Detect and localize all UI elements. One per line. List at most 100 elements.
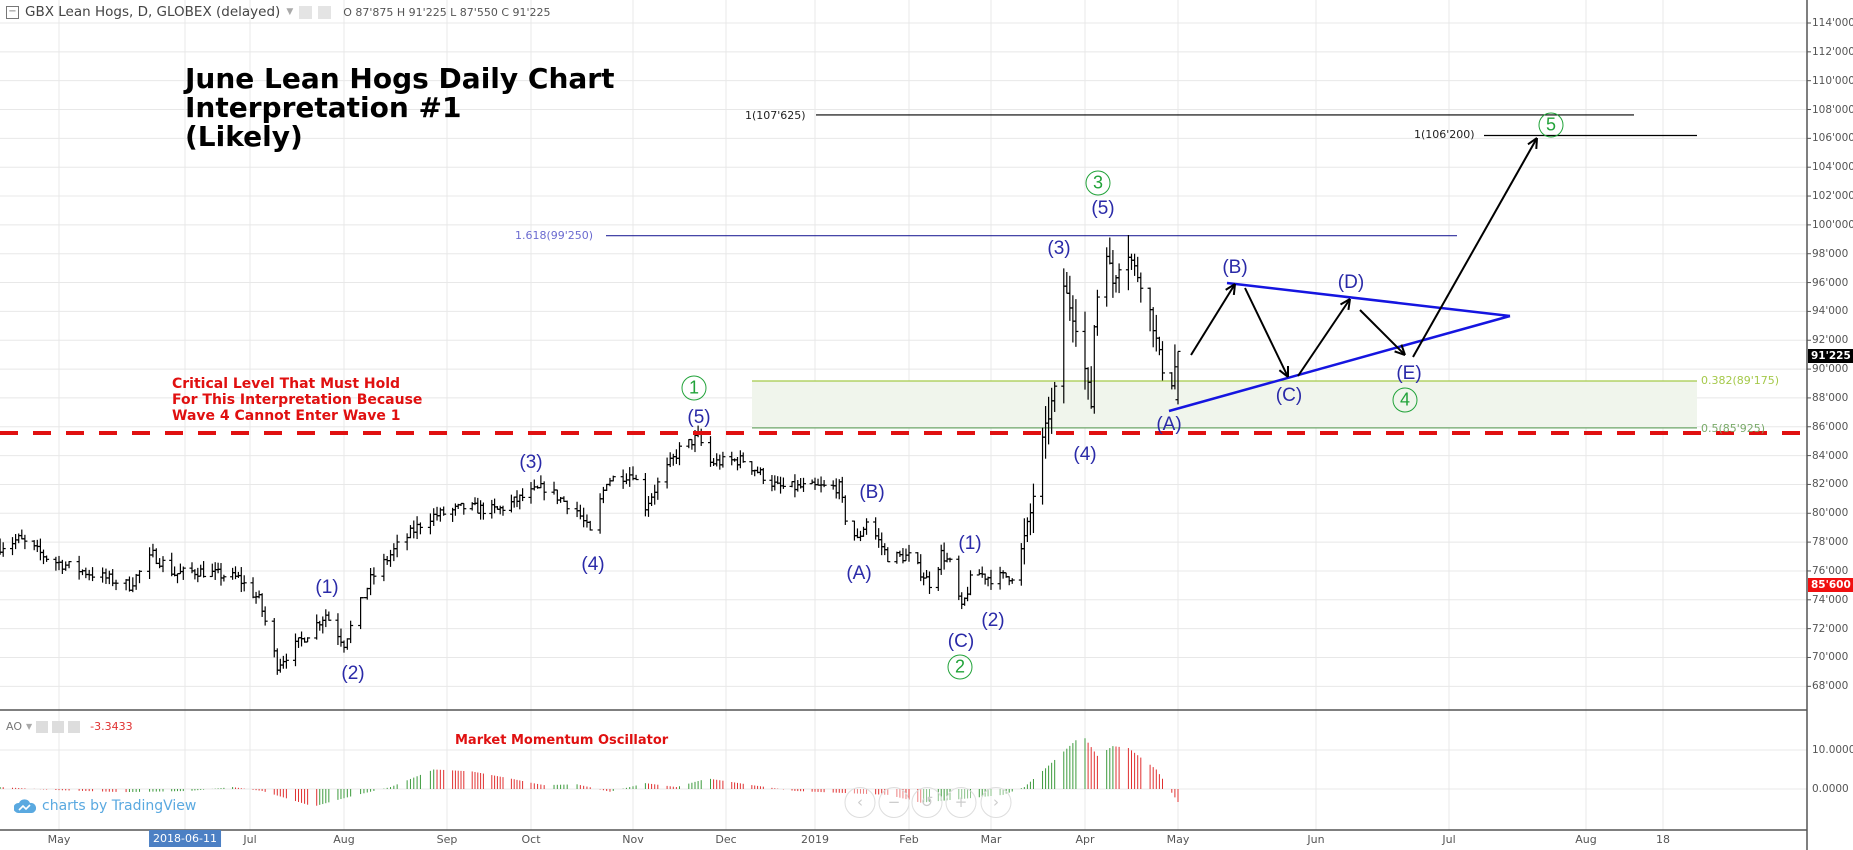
eye-icon[interactable] (36, 720, 49, 733)
wave-label[interactable]: (3) (519, 452, 543, 473)
price-bar (528, 482, 534, 504)
price-bar (177, 563, 183, 575)
price-axis-label: 114'000 (1812, 17, 1853, 29)
price-bar (63, 561, 69, 571)
price-bar (1107, 237, 1113, 265)
price-bar (795, 480, 801, 492)
price-bar (1175, 350, 1181, 405)
major-wave-label[interactable]: 4 (1392, 387, 1418, 413)
time-axis-label: May (1166, 833, 1190, 846)
gear-icon[interactable] (52, 720, 65, 733)
wave-label[interactable]: (C) (1275, 385, 1303, 406)
scroll-left-button[interactable]: ‹ (844, 787, 876, 818)
major-wave-label[interactable]: 5 (1538, 112, 1564, 138)
wave-label[interactable]: (B) (859, 482, 885, 503)
major-wave-label[interactable]: 2 (947, 654, 973, 680)
tradingview-watermark[interactable]: charts by TradingView (14, 798, 196, 814)
wave-label[interactable]: (D) (1337, 272, 1365, 293)
price-bar (520, 488, 526, 502)
time-axis-label: Jul (1442, 833, 1456, 846)
zoom-in-button[interactable]: + (945, 787, 977, 818)
critical-line-2: For This Interpretation Because (172, 392, 423, 408)
price-axis-label: 68'000 (1812, 680, 1849, 693)
price-bar (717, 454, 723, 470)
price-bar (778, 476, 784, 494)
price-axis-label: 108'000 (1812, 103, 1853, 116)
arrow-shaft (1359, 309, 1406, 356)
arrow-shaft (1412, 137, 1538, 358)
symbol-title[interactable]: GBX Lean Hogs, D, GLOBEX (delayed) (25, 4, 281, 20)
price-bar (956, 555, 962, 601)
time-axis-label: Mar (980, 833, 1002, 846)
major-wave-label[interactable]: 3 (1085, 170, 1111, 196)
gear-icon[interactable] (318, 5, 332, 19)
arrow-to-wave-b (1190, 283, 1236, 356)
price-bar (1027, 503, 1033, 536)
wave-label[interactable]: (4) (1073, 444, 1097, 465)
wave-label[interactable]: (2) (341, 663, 365, 684)
price-bar (854, 528, 860, 539)
chevron-down-icon[interactable]: ▼ (26, 722, 33, 731)
price-bar (749, 461, 755, 475)
critical-level-note: Critical Level That Must Hold For This I… (172, 376, 422, 424)
reset-button[interactable]: ↺ (911, 787, 943, 818)
time-axis-label: Sep (436, 833, 458, 846)
minus-icon: − (887, 793, 901, 811)
wave-label[interactable]: (A) (1156, 414, 1182, 435)
close-icon[interactable] (68, 720, 81, 733)
eye-icon[interactable] (299, 5, 313, 19)
ao-name[interactable]: AO (6, 720, 22, 733)
price-bar (126, 576, 132, 592)
price-bar (979, 566, 985, 578)
major-wave-label[interactable]: 1 (681, 375, 707, 401)
price-bar (538, 475, 544, 489)
wave-label[interactable]: (5) (1091, 198, 1115, 219)
price-bar (209, 563, 215, 578)
alert-price-tag: 85'600 (1808, 578, 1853, 592)
wave-label[interactable]: (C) (947, 631, 975, 652)
price-bar (53, 556, 59, 571)
fib-0382-label: 0.382(89'175) (1701, 374, 1780, 387)
price-bar (218, 563, 224, 586)
wave-label[interactable]: (3) (1047, 238, 1071, 259)
price-bar (348, 620, 354, 644)
fib-retracement-zone (752, 380, 1697, 428)
scroll-right-button[interactable]: › (980, 787, 1012, 818)
price-bar (842, 495, 848, 525)
arrow-shaft (1297, 298, 1351, 377)
grid (0, 0, 1807, 830)
collapse-icon[interactable]: − (6, 5, 19, 19)
arrow-head-icon (1347, 298, 1351, 311)
wave-label[interactable]: (2) (981, 610, 1005, 631)
price-bar (253, 591, 259, 604)
chevron-left-icon: ‹ (857, 793, 863, 811)
price-bar (277, 658, 283, 673)
price-bar (864, 518, 870, 535)
ao-legend: AO ▼ -3.3433 (6, 720, 133, 733)
wave-label[interactable]: (A) (846, 563, 872, 584)
price-bar (649, 493, 655, 507)
chevron-down-icon[interactable]: ▼ (286, 7, 294, 17)
price-axis-label: 74'000 (1812, 593, 1849, 606)
price-bar (607, 477, 613, 487)
chart-title: June Lean Hogs Daily Chart Interpretatio… (185, 64, 614, 151)
wave-label[interactable]: (1) (958, 533, 982, 554)
price-bar (1156, 336, 1162, 356)
price-bar (414, 516, 420, 540)
price-bar (137, 570, 143, 584)
price-bar (1070, 295, 1076, 343)
wave-label[interactable]: (1) (315, 577, 339, 598)
price-axis-label: 92'000 (1812, 334, 1849, 347)
wave-label[interactable]: (B) (1222, 257, 1248, 278)
price-bar (427, 513, 433, 535)
wave-label[interactable]: (5) (687, 407, 711, 428)
price-bar (160, 556, 166, 573)
price-bar (861, 526, 867, 537)
zoom-out-button[interactable]: − (878, 787, 910, 818)
wave-label[interactable]: (4) (581, 554, 605, 575)
price-bar (106, 570, 112, 585)
price-bar (876, 528, 882, 548)
time-axis-label: Aug (1575, 833, 1597, 846)
wave-label[interactable]: (E) (1396, 363, 1422, 384)
